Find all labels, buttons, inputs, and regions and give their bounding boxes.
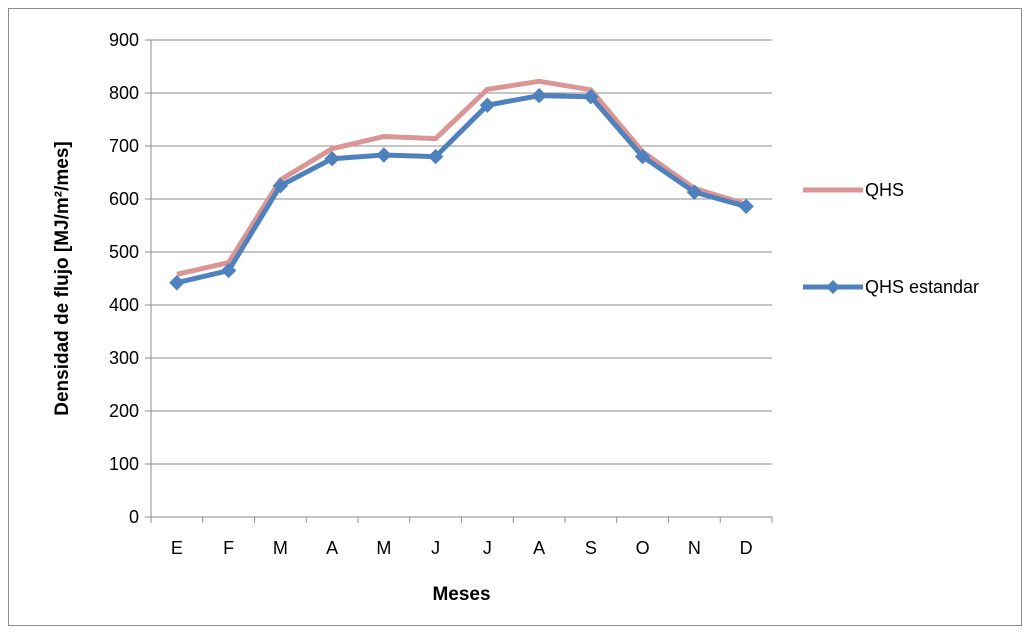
- data-point: [479, 97, 496, 113]
- x-tick-label: O: [636, 538, 650, 558]
- y-tick-label: 900: [109, 30, 139, 50]
- series-line-1: [176, 93, 747, 286]
- data-point: [634, 148, 651, 165]
- data-point: [738, 198, 754, 215]
- y-tick-label: 0: [129, 507, 139, 527]
- x-tick-label: A: [326, 538, 338, 558]
- x-tick-label: S: [585, 538, 597, 558]
- series-line-0: [176, 78, 747, 277]
- data-point: [324, 151, 340, 167]
- legend-label: QHS: [865, 180, 904, 200]
- x-axis-title: Meses: [432, 584, 490, 605]
- x-tick-label: M: [376, 538, 391, 558]
- data-point: [686, 184, 703, 200]
- legend: QHS QHS estandar: [803, 180, 979, 297]
- y-tick-labels: 0 100 200 300 400 500 600 700 800 900: [109, 30, 139, 527]
- data-point: [272, 178, 289, 194]
- gridlines: [151, 39, 772, 465]
- y-tick-label: 700: [109, 136, 139, 156]
- data-point: [531, 87, 547, 104]
- data-point: [376, 147, 392, 163]
- series-lines: [169, 78, 754, 291]
- y-tick-label: 400: [109, 295, 139, 315]
- y-tick-label: 800: [109, 83, 139, 103]
- data-point: [169, 275, 185, 291]
- x-tick-label: J: [431, 538, 440, 558]
- axes: [145, 39, 773, 523]
- data-point: [583, 89, 599, 105]
- x-tick-label: F: [223, 538, 234, 558]
- data-point: [427, 148, 444, 165]
- x-tick-label: J: [483, 538, 492, 558]
- legend-marker: [826, 280, 840, 294]
- y-tick-label: 100: [109, 454, 139, 474]
- y-tick-label: 600: [109, 189, 139, 209]
- y-axis-title: Densidad de flujo [MJ/m²/mes]: [52, 141, 73, 415]
- x-tick-label: A: [533, 538, 545, 558]
- x-tick-label: E: [171, 538, 183, 558]
- y-tick-label: 200: [109, 401, 139, 421]
- y-tick-label: 300: [109, 348, 139, 368]
- legend-label: QHS estandar: [865, 277, 979, 297]
- data-point: [220, 262, 237, 279]
- x-tick-label: N: [688, 538, 701, 558]
- chart-frame: [8, 8, 1022, 626]
- y-tick-label: 500: [109, 242, 139, 262]
- x-tick-label: M: [273, 538, 288, 558]
- x-tick-label: D: [740, 538, 753, 558]
